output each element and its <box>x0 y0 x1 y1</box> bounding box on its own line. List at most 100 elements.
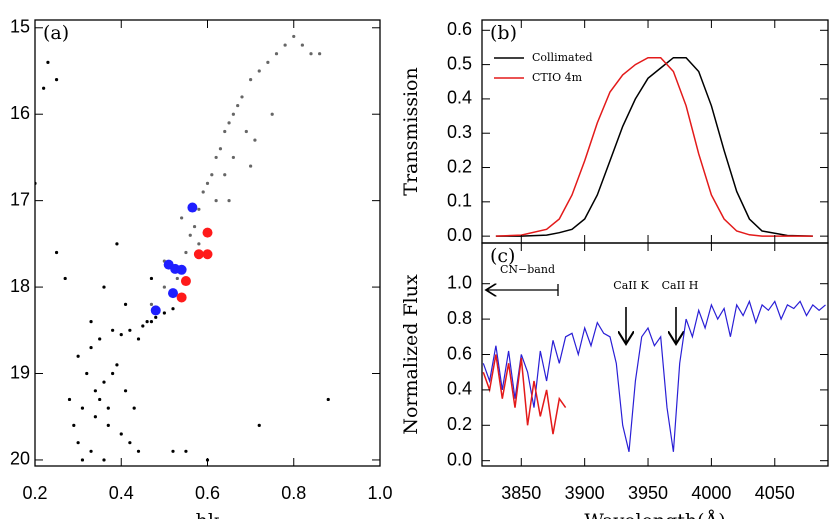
point <box>149 320 154 324</box>
point <box>197 242 201 246</box>
panel-label: (a) <box>43 22 69 44</box>
y-tick-label: 17 <box>10 189 30 209</box>
point <box>176 292 187 303</box>
point <box>111 328 115 332</box>
point <box>227 199 231 203</box>
point <box>223 173 227 177</box>
point <box>270 112 274 116</box>
point <box>42 86 46 90</box>
point <box>292 34 296 39</box>
frame <box>481 242 829 467</box>
point <box>210 173 214 177</box>
point <box>223 129 227 134</box>
point <box>318 52 322 56</box>
y-tick-label: 1.0 <box>447 272 472 292</box>
point <box>136 337 141 341</box>
point <box>106 423 110 427</box>
point <box>231 112 235 116</box>
y-tick-label: 0.6 <box>447 19 472 39</box>
point <box>168 288 178 299</box>
y-axis-label: Transmission <box>400 67 422 195</box>
x-tick-label: 3850 <box>501 483 541 503</box>
point <box>202 249 213 260</box>
x-tick-label: 0.4 <box>109 483 134 503</box>
point <box>201 190 205 194</box>
y-tick-label: 0.4 <box>447 88 472 108</box>
point <box>193 249 204 260</box>
point <box>236 103 240 108</box>
point <box>54 78 59 82</box>
y-tick-label: 16 <box>10 103 30 123</box>
point <box>123 389 128 393</box>
point <box>149 302 154 306</box>
point <box>176 264 187 275</box>
point <box>128 441 132 445</box>
point <box>162 285 166 289</box>
line <box>482 299 826 452</box>
line <box>495 56 813 237</box>
point <box>54 250 59 255</box>
point <box>184 449 188 453</box>
x-tick-label: 3950 <box>628 483 668 503</box>
plot-area <box>495 56 813 237</box>
x-tick-label: 1.0 <box>367 483 392 503</box>
point <box>89 449 93 453</box>
x-tick-label: 0.8 <box>281 483 306 503</box>
point <box>184 250 188 255</box>
point <box>149 276 154 281</box>
point <box>309 52 313 56</box>
point <box>205 181 210 185</box>
x-axis-label: Wavelength(Å) <box>584 510 725 519</box>
point <box>80 458 85 462</box>
point <box>202 227 213 238</box>
point <box>171 449 175 453</box>
point <box>80 406 85 410</box>
point <box>227 121 231 125</box>
y-tick-label: 0.0 <box>447 225 472 245</box>
x-axis-label: hk <box>196 510 220 519</box>
point <box>214 155 218 160</box>
x-tick-label: 0.6 <box>195 483 220 503</box>
point <box>72 423 76 427</box>
point <box>240 95 244 99</box>
point <box>249 78 253 82</box>
plot-area <box>482 299 826 452</box>
point <box>154 315 158 319</box>
y-tick-label: 0.3 <box>447 122 472 142</box>
point <box>128 328 132 332</box>
point <box>187 202 198 213</box>
point <box>85 371 89 376</box>
point <box>115 242 119 246</box>
y-tick-label: 0.2 <box>447 156 472 176</box>
annotation: CN−band <box>500 263 555 276</box>
point <box>106 406 110 410</box>
point <box>253 138 257 142</box>
y-axis-label: Normalized Flux <box>400 274 422 435</box>
point <box>218 147 223 151</box>
point <box>132 406 136 410</box>
point <box>171 307 175 311</box>
point <box>76 354 80 358</box>
annotation: CaII H <box>662 279 699 292</box>
point <box>98 397 102 402</box>
panel-label: (b) <box>490 22 517 44</box>
point <box>180 276 191 287</box>
y-tick-label: 0.2 <box>447 414 472 434</box>
point <box>102 285 106 289</box>
x-tick-label: 4000 <box>691 483 731 503</box>
point <box>257 423 261 427</box>
y-tick-label: 15 <box>10 17 30 37</box>
legend-label: CTIO 4m <box>532 71 583 84</box>
point <box>119 333 123 337</box>
plot-area <box>35 34 330 462</box>
y-tick-label: 20 <box>10 449 30 469</box>
panel-label: (c) <box>490 245 515 267</box>
point <box>46 60 50 64</box>
point <box>98 337 102 341</box>
point <box>119 432 123 436</box>
annotation: CaII K <box>613 279 649 292</box>
x-tick-label: 4050 <box>755 483 795 503</box>
point <box>162 311 166 315</box>
point <box>266 60 270 64</box>
